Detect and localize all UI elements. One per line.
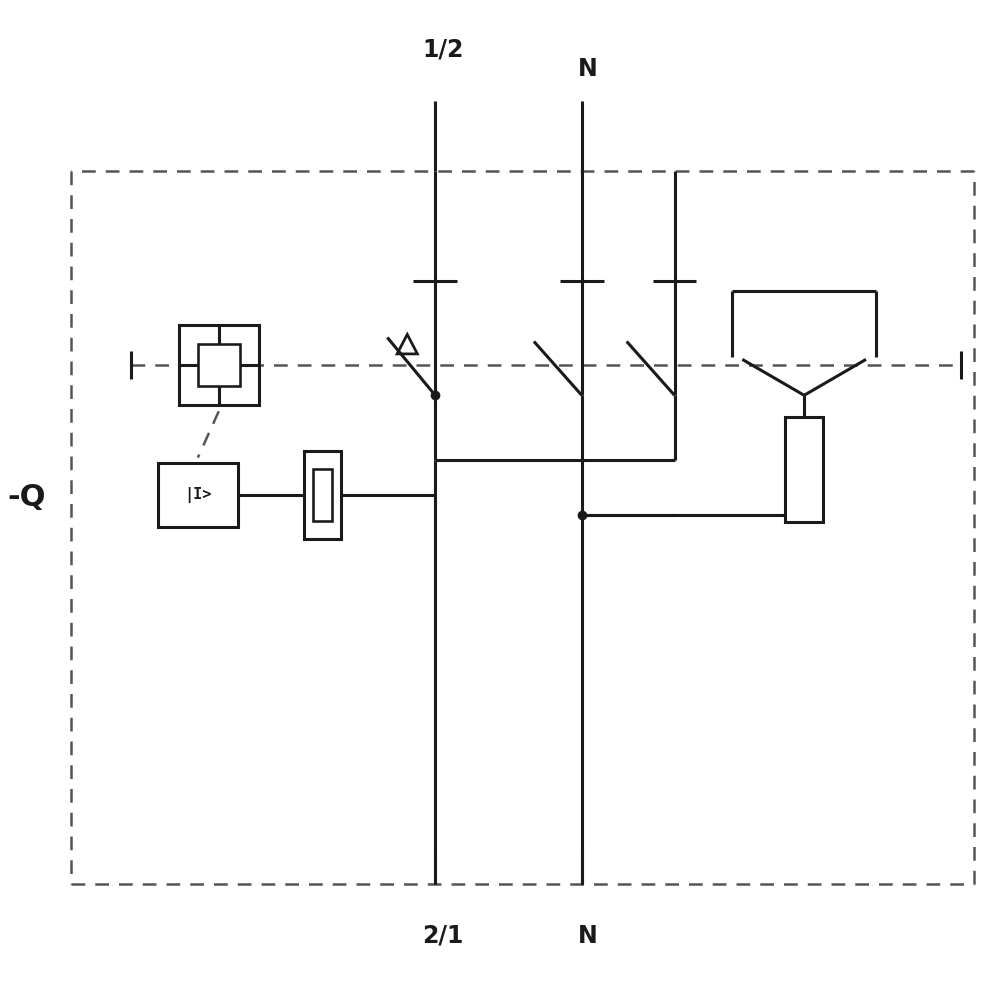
Bar: [304, 451, 341, 539]
Bar: [179, 325, 259, 405]
Text: -Q: -Q: [7, 483, 46, 512]
Text: N: N: [578, 57, 598, 81]
Text: |I>: |I>: [184, 487, 212, 503]
Bar: [313, 469, 332, 521]
Bar: [158, 463, 238, 527]
Text: 2/1: 2/1: [422, 924, 464, 948]
Bar: [785, 417, 823, 522]
Text: 1/2: 1/2: [422, 37, 464, 61]
Text: N: N: [578, 924, 598, 948]
Bar: [198, 344, 240, 386]
